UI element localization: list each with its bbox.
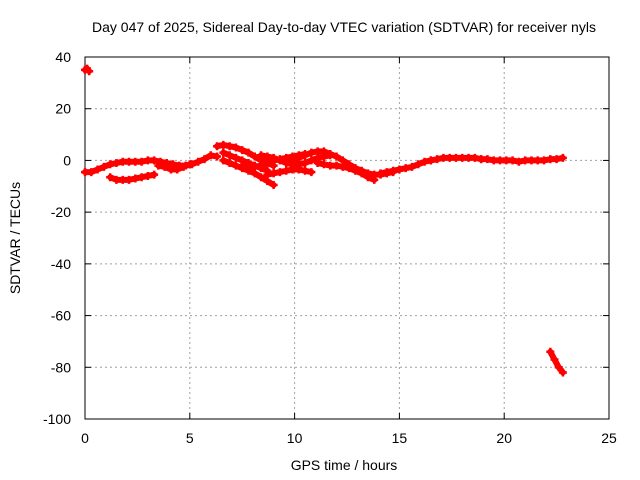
series-trace — [377, 157, 434, 177]
series-trace — [478, 154, 566, 165]
series-sat-i — [257, 151, 335, 169]
y-tick-label: 0 — [63, 152, 71, 168]
series-outlier-start — [81, 64, 94, 76]
series-trace — [314, 160, 378, 183]
x-tick-label: 20 — [496, 430, 512, 446]
data-points — [81, 64, 567, 377]
x-tick-label: 0 — [81, 430, 89, 446]
series-sat-k — [313, 159, 379, 184]
y-tick-label: 40 — [55, 49, 71, 65]
grid-lines — [85, 57, 609, 419]
series-trace — [547, 348, 566, 376]
x-tick-label: 25 — [601, 430, 617, 446]
series-trace — [155, 161, 193, 173]
series-trace — [427, 154, 485, 164]
series-trace — [289, 148, 397, 178]
x-tick-label: 5 — [186, 430, 194, 446]
y-tick-label: -20 — [51, 204, 71, 220]
y-tick-label: -100 — [43, 411, 71, 427]
series-outlier-end — [546, 347, 567, 377]
y-axis-label: SDTVAR / TECUs — [7, 182, 23, 294]
series-sat-l — [376, 156, 435, 178]
series-sat-n — [477, 153, 567, 166]
plot-area-frame — [84, 56, 610, 420]
axis-ticks: 0 5 10 15 20 25 -100 -80 -60 -40 -20 0 20 40 — [43, 49, 617, 446]
series-trace — [264, 166, 315, 178]
series-trace — [258, 152, 334, 168]
y-tick-label: -60 — [51, 308, 71, 324]
series-sat-b — [106, 170, 159, 184]
series-sat-c — [154, 160, 194, 174]
series-trace — [82, 152, 221, 176]
x-tick-label: 10 — [287, 430, 303, 446]
series-trace — [82, 65, 93, 75]
series-trace — [107, 171, 158, 183]
x-axis-label: GPS time / hours — [291, 457, 398, 473]
y-tick-label: -80 — [51, 359, 71, 375]
y-tick-label: 20 — [55, 101, 71, 117]
x-tick-label: 15 — [392, 430, 408, 446]
series-sat-m — [426, 153, 486, 165]
chart-title: Day 047 of 2025, Sidereal Day-to-day VTE… — [92, 19, 596, 35]
y-tick-label: -40 — [51, 256, 71, 272]
